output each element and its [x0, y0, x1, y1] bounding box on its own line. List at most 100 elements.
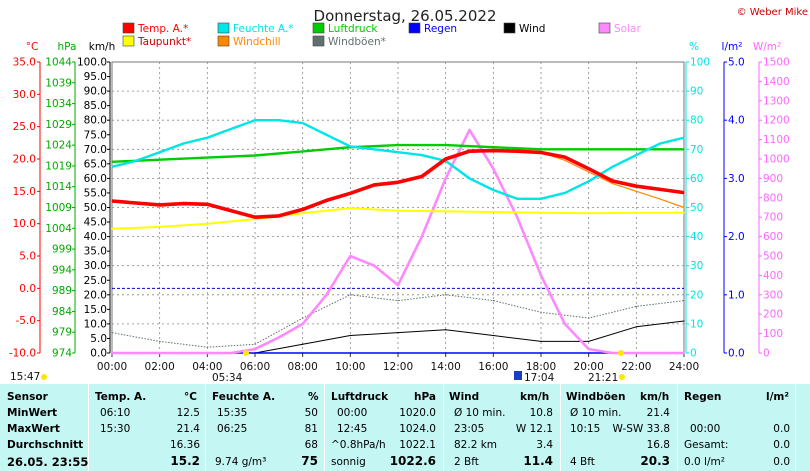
data-point	[683, 148, 685, 150]
wind-axis-tick-label: 10.0	[84, 318, 107, 330]
pressure-axis-tick-label: 979	[52, 327, 72, 339]
data-point	[540, 311, 542, 313]
data-point	[397, 144, 399, 146]
data-point	[111, 166, 113, 168]
wind-now-value: 11.4	[523, 454, 553, 468]
pressure-axis-tick-label: 974	[52, 348, 72, 360]
data-point	[588, 168, 590, 170]
rain-axis-tick-label: 3.0	[728, 173, 745, 185]
regen-total-value: 0.0	[773, 439, 790, 451]
rain-axis-tick-label: 4.0	[728, 115, 745, 127]
rain-axis-tick-label: 5.0	[728, 57, 745, 69]
data-point	[611, 180, 614, 182]
data-point	[206, 223, 208, 225]
data-point	[159, 340, 161, 342]
row-avg-label: Durchschnitt	[7, 439, 84, 451]
wind-axis-tick-label: 100.0	[77, 57, 107, 69]
data-point	[468, 177, 471, 179]
header-feuchte: Feuchte A.	[212, 391, 276, 403]
humidity-axis-tick-label: 100	[690, 57, 710, 69]
feuchte-max-value: 81	[304, 423, 318, 435]
wind-axis-tick-label: 80.0	[84, 115, 107, 127]
legend-label: Windchill	[233, 36, 281, 48]
data-point	[421, 154, 423, 156]
wind-axis-tick-label: 50.0	[84, 202, 107, 214]
feuchte-max-time: 06:25	[217, 423, 248, 435]
temp-min-value: 12.5	[176, 407, 200, 419]
data-point	[540, 340, 542, 342]
data-point	[397, 284, 399, 286]
pressure-axis-unit-label: hPa	[58, 41, 77, 53]
feuchte-min-value: 50	[304, 407, 318, 419]
pressure-axis-tick-label: 1019	[45, 160, 72, 172]
pressure-axis-tick-label: 984	[52, 306, 72, 318]
x-tick-label: 06:00	[240, 361, 270, 373]
data-point	[397, 181, 399, 183]
solar-axis-tick-label: 200	[763, 309, 783, 321]
temp-axis-tick-label: 30.0	[13, 89, 36, 101]
data-point	[635, 326, 637, 328]
data-point	[159, 204, 161, 206]
feuchte-avg-value: 68	[304, 439, 318, 451]
data-point	[611, 352, 614, 354]
sunrise-time: 05:34	[212, 372, 243, 384]
weather-chart: Donnerstag, 26.05.2022 © Weber Mike Temp…	[9, 7, 808, 384]
wind-axis-tick-label: 75.0	[84, 129, 107, 141]
sun-marker	[618, 350, 624, 356]
wind-axis-tick-label: 45.0	[84, 217, 107, 229]
x-tick-label: 12:00	[383, 361, 413, 373]
solar-axis-tick-label: 1300	[763, 95, 790, 107]
rain-axis-tick-label: 1.0	[728, 289, 745, 301]
wind-axis-tick-label: 85.0	[84, 100, 107, 112]
data-point	[516, 150, 518, 152]
solar-axis-tick-label: 600	[763, 231, 783, 243]
wind-avg-value: 3.4	[536, 439, 553, 451]
sunset-icon	[619, 374, 625, 380]
data-point	[397, 332, 399, 334]
temp-max-value: 21.4	[176, 423, 200, 435]
wind-axis-tick-label: 95.0	[84, 71, 107, 83]
pressure-axis-tick-label: 1039	[45, 77, 72, 89]
pressure-axis-tick-label: 999	[52, 244, 72, 256]
data-point	[492, 168, 494, 170]
data-point	[540, 148, 542, 150]
temp-axis-tick-label: 25.0	[13, 121, 36, 133]
data-point	[659, 188, 661, 190]
data-point	[111, 228, 113, 230]
data-point	[302, 317, 304, 319]
solar-axis-tick-label: 1400	[763, 76, 790, 88]
data-point	[182, 142, 185, 145]
row-now-label: 26.05. 23:55	[7, 455, 89, 469]
data-point	[302, 212, 304, 214]
solar-axis-tick-label: 1200	[763, 115, 790, 127]
legend-swatch	[217, 22, 230, 34]
regen-max-time: 00:00	[690, 423, 721, 435]
legend-swatch	[217, 35, 230, 47]
data-point	[611, 166, 614, 168]
data-point	[564, 156, 566, 158]
data-point	[659, 142, 661, 145]
x-tick-label: 04:00	[192, 361, 222, 373]
data-point	[588, 348, 590, 350]
temp-axis-tick-label: -10.0	[9, 348, 36, 360]
data-point	[325, 134, 328, 136]
header-regen-unit: l/m²	[766, 391, 789, 403]
data-point	[468, 150, 471, 152]
moon-icon	[514, 371, 522, 380]
wind-axis-tick-label: 0.0	[90, 348, 107, 360]
pressure-axis-tick-label: 1014	[45, 181, 72, 193]
solar-axis-tick-label: 800	[763, 192, 783, 204]
luft-now-value: 1022.6	[389, 454, 436, 468]
temp-now-value: 15.2	[170, 454, 200, 468]
luft-avg-value: 1022.1	[399, 439, 436, 451]
wind-max-value: W 12.1	[515, 423, 553, 435]
temp-axis-tick-label: -5.0	[16, 315, 37, 327]
data-point	[445, 144, 447, 146]
legend-label: Feuchte A.*	[233, 23, 294, 35]
pressure-axis-tick-label: 1044	[45, 57, 72, 69]
data-point	[564, 192, 566, 194]
data-point	[492, 149, 494, 152]
data-point	[230, 210, 232, 212]
solar-axis-tick-label: 900	[763, 173, 783, 185]
legend-swatch	[598, 22, 611, 34]
